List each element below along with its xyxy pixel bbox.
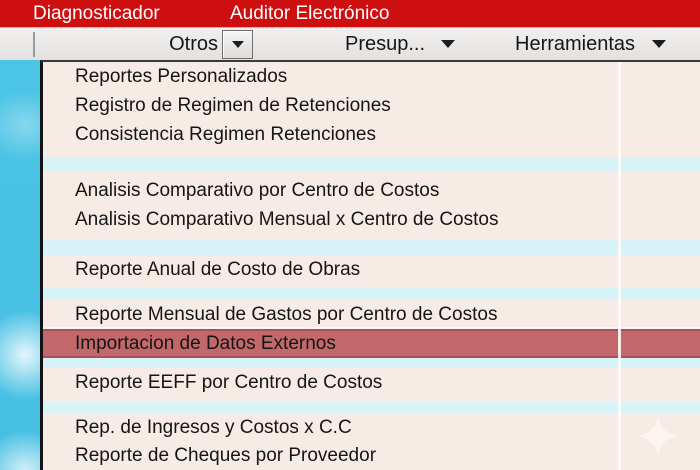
dropdown-menu-rows: Reportes Personalizados Registro de Regim…	[43, 62, 700, 470]
menu-item-reporte-de-cheques-por-proveedor[interactable]: Reporte de Cheques por Proveedor	[43, 442, 700, 470]
chevron-down-icon	[441, 40, 456, 48]
titlebar-item-auditor-electronico[interactable]: Auditor Electrónico	[230, 3, 390, 24]
menu-otros[interactable]: Otros	[169, 33, 218, 55]
menu-item-label: Analisis Comparativo por Centro de Costo…	[75, 179, 440, 201]
menu-item-reportes-personalizados[interactable]: Reportes Personalizados	[43, 62, 700, 91]
menubar-divider	[33, 32, 35, 57]
menu-item-consistencia-regimen-retenciones[interactable]: Consistencia Regimen Retenciones	[43, 120, 700, 149]
menu-separator	[43, 358, 700, 368]
menu-item-reporte-mensual-de-gastos-por-centro-de-costos[interactable]: Reporte Mensual de Gastos por Centro de …	[43, 300, 700, 329]
menu-item-label: Rep. de Ingresos y Costos x C.C	[75, 416, 352, 438]
menu-item-label: Reporte de Cheques por Proveedor	[75, 445, 377, 466]
menu-presupuesto[interactable]: Presup...	[345, 28, 456, 60]
panel-seam	[618, 62, 621, 470]
titlebar: Diagnosticador Auditor Electrónico	[0, 0, 700, 27]
menu-separator	[43, 157, 700, 171]
dropdown-menu: Reportes Personalizados Registro de Regim…	[40, 60, 700, 470]
menu-item-label: Reportes Personalizados	[75, 65, 288, 87]
menu-item-label: Importacion de Datos Externos	[75, 332, 336, 354]
titlebar-item-diagnosticador[interactable]: Diagnosticador	[33, 3, 160, 24]
menu-item-reporte-eeff-por-centro-de-costos[interactable]: Reporte EEFF por Centro de Costos	[43, 368, 700, 398]
otros-dropdown-button[interactable]	[222, 30, 253, 59]
menu-item-analisis-comparativo-por-centro-de-costos[interactable]: Analisis Comparativo por Centro de Costo…	[43, 176, 700, 205]
menu-presupuesto-label: Presup...	[345, 32, 426, 55]
cloud	[0, 430, 40, 470]
menu-herramientas-label: Herramientas	[515, 32, 636, 55]
desktop-background	[0, 60, 40, 470]
menu-item-label: Reporte Mensual de Gastos por Centro de …	[75, 303, 498, 325]
menubar: Otros Presup... Herramientas	[0, 27, 700, 60]
menu-item-registro-de-regimen-de-retenciones[interactable]: Registro de Regimen de Retenciones	[43, 91, 700, 120]
menu-item-label: Analisis Comparativo Mensual x Centro de…	[75, 208, 499, 230]
menu-item-rep-de-ingresos-y-costos-x-c-c[interactable]: Rep. de Ingresos y Costos x C.C	[43, 413, 700, 442]
menu-item-label: Registro de Regimen de Retenciones	[75, 94, 391, 116]
menu-item-importacion-de-datos-externos[interactable]: Importacion de Datos Externos	[43, 329, 700, 358]
content-area: Reportes Personalizados Registro de Regim…	[0, 60, 700, 470]
menu-item-analisis-comparativo-mensual-x-centro-de-costos[interactable]: Analisis Comparativo Mensual x Centro de…	[43, 205, 700, 234]
menu-item-label: Reporte EEFF por Centro de Costos	[75, 372, 383, 393]
chevron-down-icon	[652, 40, 667, 48]
menu-separator	[43, 240, 700, 255]
menu-item-reporte-anual-de-costo-de-obras[interactable]: Reporte Anual de Costo de Obras	[43, 255, 700, 284]
menu-item-label: Consistencia Regimen Retenciones	[75, 123, 376, 145]
chevron-down-icon	[231, 41, 244, 48]
cloud	[0, 90, 40, 160]
menu-separator	[43, 288, 700, 300]
sparkle-icon	[638, 416, 678, 456]
cloud	[0, 310, 40, 400]
menu-herramientas[interactable]: Herramientas	[515, 28, 667, 60]
menu-separator	[43, 402, 700, 413]
menu-item-label: Reporte Anual de Costo de Obras	[75, 258, 361, 280]
